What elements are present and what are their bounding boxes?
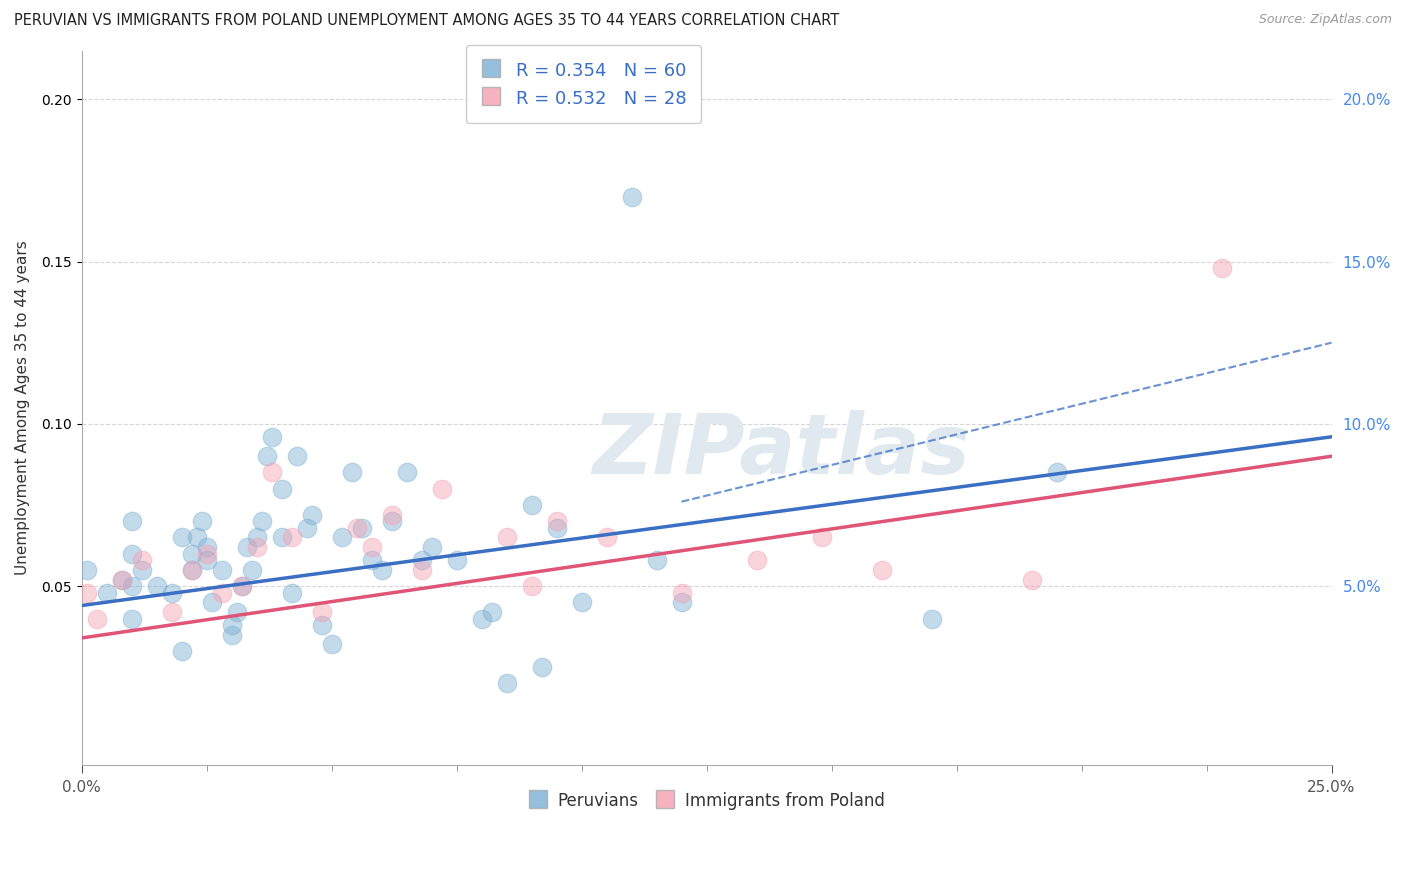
Point	[190, 514, 212, 528]
Point	[360, 540, 382, 554]
Point	[76, 585, 98, 599]
Point	[96, 585, 118, 599]
Point	[121, 611, 143, 625]
Point	[160, 585, 183, 599]
Point	[195, 547, 218, 561]
Point	[446, 553, 468, 567]
Point	[231, 579, 253, 593]
Point	[245, 540, 267, 554]
Point	[295, 521, 318, 535]
Point	[301, 508, 323, 522]
Point	[745, 553, 768, 567]
Point	[260, 466, 283, 480]
Point	[620, 190, 643, 204]
Point	[180, 563, 202, 577]
Text: Source: ZipAtlas.com: Source: ZipAtlas.com	[1258, 13, 1392, 27]
Point	[340, 466, 363, 480]
Point	[170, 644, 193, 658]
Point	[546, 521, 568, 535]
Point	[160, 605, 183, 619]
Point	[86, 611, 108, 625]
Point	[280, 530, 302, 544]
Point	[200, 595, 222, 609]
Point	[520, 579, 543, 593]
Point	[195, 553, 218, 567]
Point	[225, 605, 247, 619]
Point	[235, 540, 257, 554]
Point	[221, 628, 243, 642]
Point	[530, 660, 553, 674]
Point	[250, 514, 273, 528]
Point	[121, 514, 143, 528]
Point	[380, 514, 402, 528]
Point	[350, 521, 373, 535]
Point	[595, 530, 617, 544]
Point	[170, 530, 193, 544]
Point	[131, 553, 153, 567]
Point	[471, 611, 494, 625]
Point	[495, 530, 517, 544]
Point	[121, 547, 143, 561]
Point	[270, 530, 292, 544]
Text: ZIPatlas: ZIPatlas	[592, 410, 970, 491]
Point	[411, 553, 433, 567]
Point	[180, 563, 202, 577]
Point	[145, 579, 167, 593]
Point	[481, 605, 503, 619]
Point	[131, 563, 153, 577]
Point	[256, 450, 278, 464]
Point	[110, 573, 132, 587]
Point	[121, 579, 143, 593]
Point	[346, 521, 368, 535]
Point	[260, 430, 283, 444]
Point	[380, 508, 402, 522]
Point	[430, 482, 453, 496]
Point	[420, 540, 443, 554]
Point	[810, 530, 832, 544]
Point	[395, 466, 418, 480]
Point	[671, 595, 693, 609]
Point	[110, 573, 132, 587]
Point	[571, 595, 593, 609]
Point	[311, 618, 333, 632]
Point	[870, 563, 893, 577]
Point	[1021, 573, 1043, 587]
Point	[280, 585, 302, 599]
Point	[221, 618, 243, 632]
Point	[360, 553, 382, 567]
Point	[921, 611, 943, 625]
Point	[195, 540, 218, 554]
Point	[495, 676, 517, 690]
Point	[520, 498, 543, 512]
Point	[211, 585, 233, 599]
Point	[186, 530, 208, 544]
Point	[311, 605, 333, 619]
Point	[285, 450, 308, 464]
Point	[1045, 466, 1067, 480]
Point	[645, 553, 668, 567]
Point	[546, 514, 568, 528]
Point	[211, 563, 233, 577]
Point	[180, 547, 202, 561]
Point	[330, 530, 353, 544]
Y-axis label: Unemployment Among Ages 35 to 44 years: Unemployment Among Ages 35 to 44 years	[15, 240, 30, 575]
Legend: Peruvians, Immigrants from Poland: Peruvians, Immigrants from Poland	[522, 784, 891, 817]
Point	[1211, 261, 1233, 276]
Point	[370, 563, 392, 577]
Point	[240, 563, 263, 577]
Point	[245, 530, 267, 544]
Point	[270, 482, 292, 496]
Point	[76, 563, 98, 577]
Point	[231, 579, 253, 593]
Text: PERUVIAN VS IMMIGRANTS FROM POLAND UNEMPLOYMENT AMONG AGES 35 TO 44 YEARS CORREL: PERUVIAN VS IMMIGRANTS FROM POLAND UNEMP…	[14, 13, 839, 29]
Point	[321, 637, 343, 651]
Point	[671, 585, 693, 599]
Point	[411, 563, 433, 577]
